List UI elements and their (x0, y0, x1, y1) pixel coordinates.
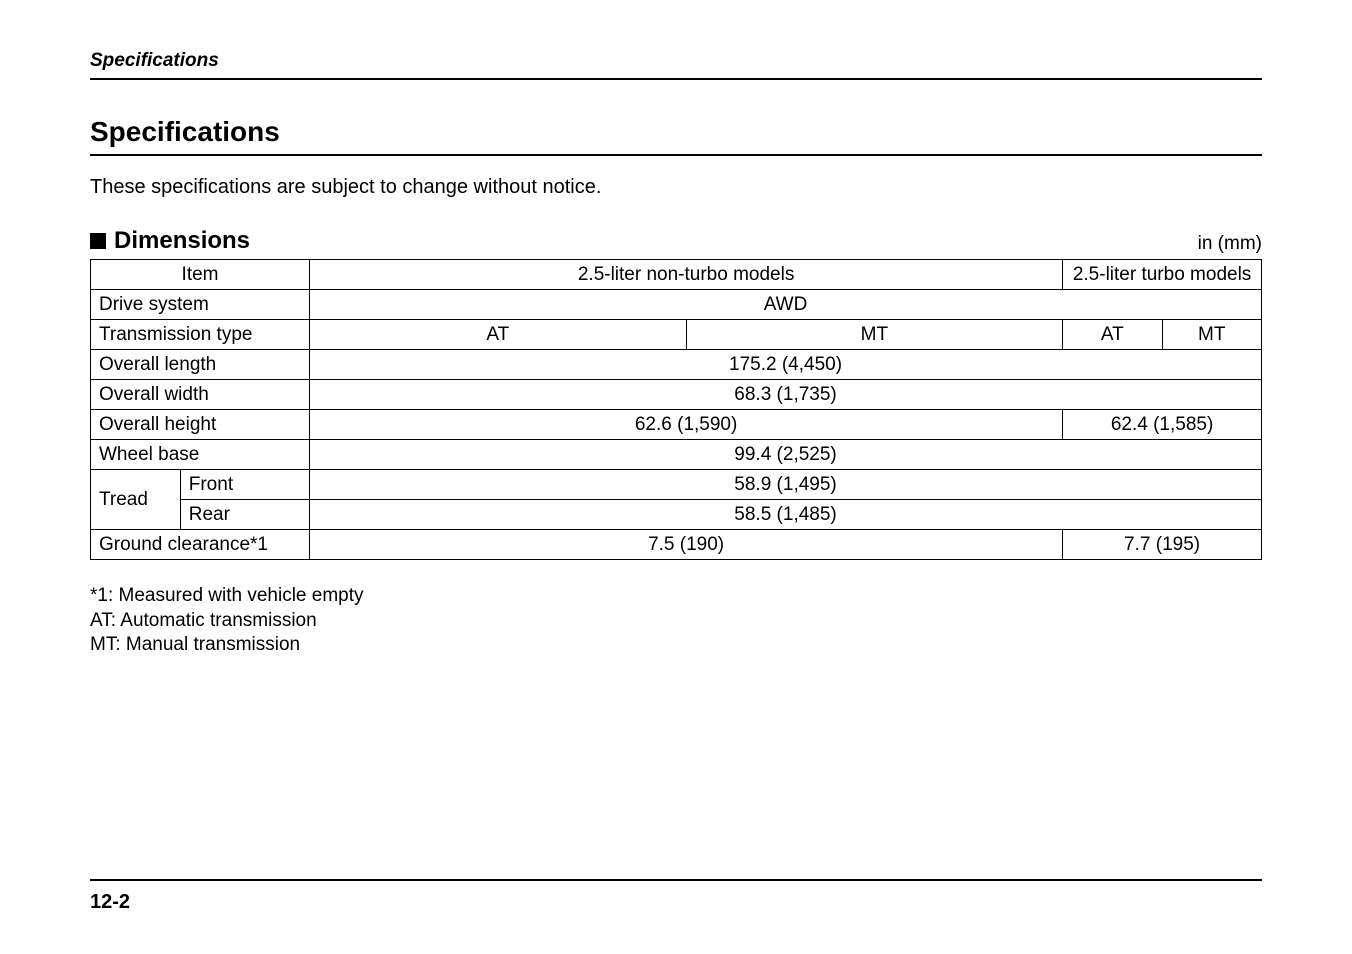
table-row: Overall length 175.2 (4,450) (91, 350, 1262, 380)
overall-width-value: 68.3 (1,735) (310, 380, 1262, 410)
overall-height-label: Overall height (91, 410, 310, 440)
table-row: Transmission type AT MT AT MT (91, 320, 1262, 350)
sub-heading-text: Dimensions (114, 227, 250, 255)
table-row: Drive system AWD (91, 290, 1262, 320)
ground-clearance-non-turbo: 7.5 (190) (310, 530, 1063, 560)
table-row: Tread Front 58.9 (1,495) (91, 470, 1262, 500)
ground-clearance-turbo: 7.7 (195) (1063, 530, 1262, 560)
transmission-turbo-mt: MT (1162, 320, 1261, 350)
overall-length-value: 175.2 (4,450) (310, 350, 1262, 380)
table-row: Overall width 68.3 (1,735) (91, 380, 1262, 410)
main-heading: Specifications (90, 116, 1262, 156)
specifications-table: Item 2.5-liter non-turbo models 2.5-lite… (90, 259, 1262, 560)
running-header: Specifications (90, 50, 1262, 80)
footnote-2: AT: Automatic transmission (90, 609, 1262, 634)
intro-text: These specifications are subject to chan… (90, 176, 1262, 199)
unit-label: in (mm) (1198, 233, 1262, 255)
tread-front-label: Front (180, 470, 309, 500)
table-row: Ground clearance*1 7.5 (190) 7.7 (195) (91, 530, 1262, 560)
drive-system-label: Drive system (91, 290, 310, 320)
sub-heading-row: Dimensions in (mm) (90, 227, 1262, 255)
overall-height-non-turbo: 62.6 (1,590) (310, 410, 1063, 440)
table-row: Overall height 62.6 (1,590) 62.4 (1,585) (91, 410, 1262, 440)
page-footer: 12-2 (90, 879, 1262, 914)
square-bullet-icon (90, 233, 106, 249)
drive-system-value: AWD (310, 290, 1262, 320)
footnote-1: *1: Measured with vehicle empty (90, 584, 1262, 609)
dimensions-sub-heading: Dimensions (90, 227, 250, 255)
table-row: Rear 58.5 (1,485) (91, 500, 1262, 530)
tread-front-value: 58.9 (1,495) (310, 470, 1262, 500)
tread-rear-value: 58.5 (1,485) (310, 500, 1262, 530)
header-turbo: 2.5-liter turbo models (1063, 260, 1262, 290)
transmission-nt-at: AT (310, 320, 687, 350)
header-item: Item (91, 260, 310, 290)
wheel-base-value: 99.4 (2,525) (310, 440, 1262, 470)
tread-label: Tread (91, 470, 181, 530)
ground-clearance-label: Ground clearance*1 (91, 530, 310, 560)
tread-rear-label: Rear (180, 500, 309, 530)
transmission-turbo-at: AT (1063, 320, 1162, 350)
wheel-base-label: Wheel base (91, 440, 310, 470)
header-non-turbo: 2.5-liter non-turbo models (310, 260, 1063, 290)
table-row: Item 2.5-liter non-turbo models 2.5-lite… (91, 260, 1262, 290)
overall-height-turbo: 62.4 (1,585) (1063, 410, 1262, 440)
overall-length-label: Overall length (91, 350, 310, 380)
footnote-3: MT: Manual transmission (90, 633, 1262, 658)
transmission-label: Transmission type (91, 320, 310, 350)
page-number: 12-2 (90, 891, 130, 913)
footnotes: *1: Measured with vehicle empty AT: Auto… (90, 584, 1262, 658)
overall-width-label: Overall width (91, 380, 310, 410)
table-row: Wheel base 99.4 (2,525) (91, 440, 1262, 470)
transmission-nt-mt: MT (686, 320, 1063, 350)
page-container: Specifications Specifications These spec… (0, 0, 1352, 954)
